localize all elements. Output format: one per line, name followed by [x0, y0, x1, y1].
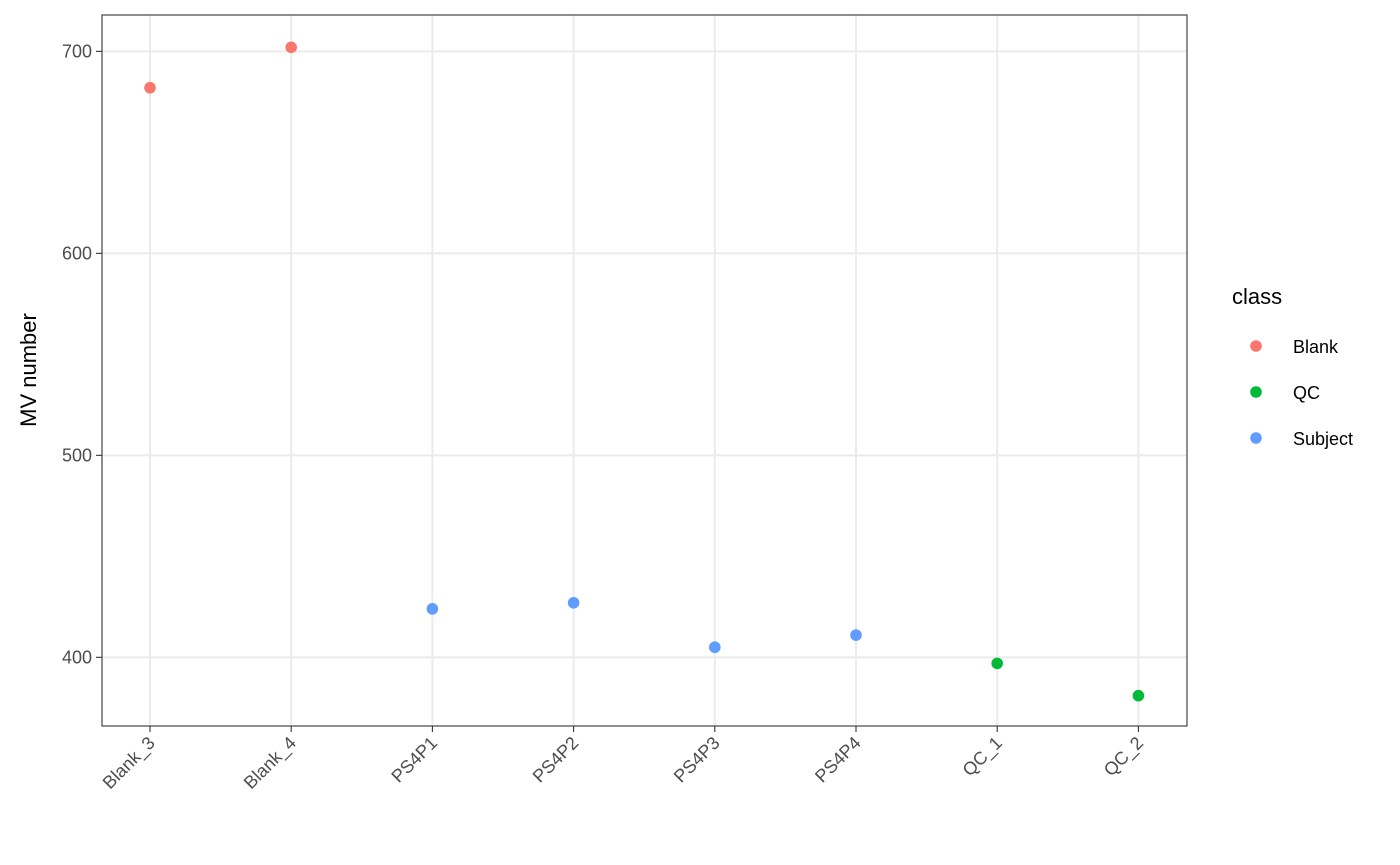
x-tick-label: Blank_4: [240, 733, 301, 794]
y-tick-label: 700: [62, 41, 92, 61]
data-point: [144, 81, 156, 94]
data-point: [709, 641, 721, 654]
legend-label: QC: [1293, 383, 1320, 403]
legend-title: class: [1232, 284, 1282, 309]
data-point: [567, 596, 580, 609]
data-points: [144, 41, 1145, 702]
plot-panel: [102, 15, 1187, 726]
plot-border: [101, 14, 1188, 727]
x-tick-label: PS4P4: [811, 733, 865, 787]
x-tick-label: Blank_3: [99, 733, 160, 794]
legend-label: Subject: [1293, 429, 1353, 449]
data-point: [850, 629, 862, 641]
x-tick-label: QC_2: [1100, 733, 1148, 781]
legend-key: [1250, 432, 1262, 444]
data-point: [426, 603, 439, 615]
y-axis-title: MV number: [16, 313, 41, 427]
legend-label: Blank: [1293, 337, 1339, 357]
x-tick-label: PS4P1: [387, 733, 441, 787]
data-point: [991, 657, 1003, 670]
legend-key: [1250, 340, 1262, 352]
legend: class Blank QC Subject: [1232, 284, 1353, 449]
x-tick-label: QC_1: [959, 733, 1007, 781]
y-tick-label: 500: [62, 445, 92, 465]
x-tick-label: PS4P3: [670, 733, 724, 787]
x-tick-label: PS4P2: [529, 733, 583, 787]
legend-key: [1250, 386, 1262, 398]
data-point: [285, 41, 298, 54]
data-point: [1132, 689, 1145, 702]
y-tick-label: 600: [62, 243, 92, 263]
y-tick-label: 400: [62, 647, 92, 667]
grid-lines: [102, 15, 1187, 726]
